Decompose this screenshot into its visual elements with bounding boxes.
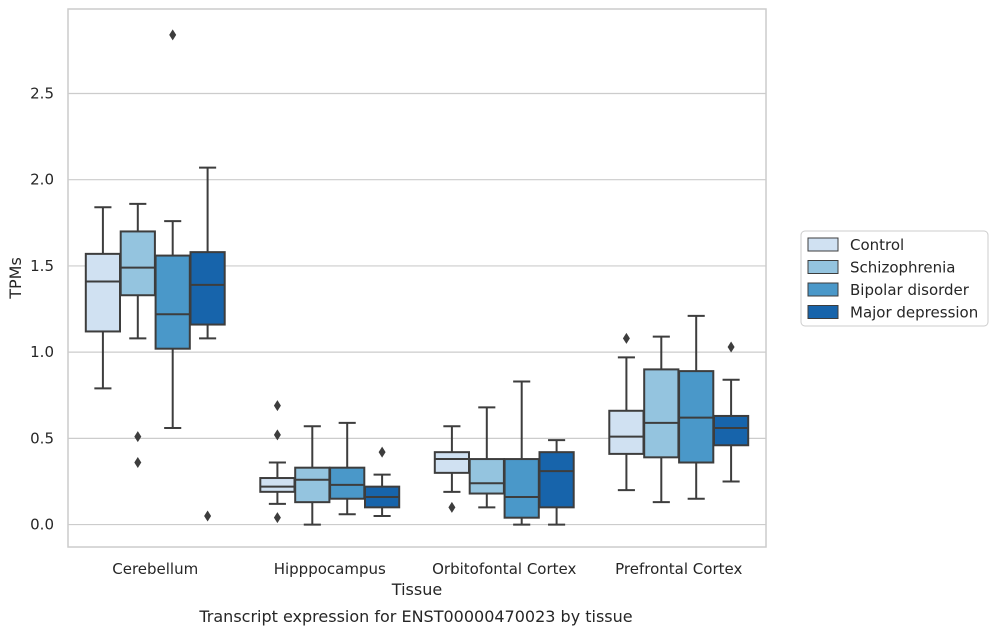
box-groups <box>84 29 750 526</box>
legend: Control Schizophrenia Bipolar disorder Majo… <box>800 230 989 327</box>
box-group <box>608 332 645 492</box>
legend-swatch <box>807 260 839 274</box>
outlier-point <box>378 446 386 458</box>
x-tick-label: Hipppocampus <box>274 560 386 578</box>
outlier-point <box>134 457 142 469</box>
x-tick-label: Prefrontal Cortex <box>615 560 742 578</box>
box-group <box>189 166 226 522</box>
outlier-point <box>204 510 212 522</box>
box <box>468 458 505 495</box>
outlier-point <box>273 429 281 441</box>
box <box>329 466 366 500</box>
box-group <box>119 202 156 469</box>
box-group <box>259 400 296 524</box>
outlier-point <box>727 341 735 353</box>
box <box>294 466 331 504</box>
box-group <box>433 425 471 513</box>
box-group <box>329 421 366 516</box>
box <box>643 368 680 459</box>
y-axis-title: TPMs <box>6 257 25 300</box>
legend-label: Bipolar disorder <box>850 281 970 299</box>
box-group <box>154 29 191 430</box>
outlier-point <box>448 501 456 513</box>
y-tick-label: 0.5 <box>30 429 54 447</box>
box-group <box>294 425 331 526</box>
box <box>84 252 122 333</box>
outlier-point <box>169 29 177 41</box>
box <box>608 409 645 455</box>
box-group <box>503 380 540 526</box>
outlier-point <box>622 332 630 344</box>
box-group <box>712 341 750 483</box>
x-axis-title: Tissue <box>391 580 442 599</box>
plot-frame <box>67 8 767 548</box>
y-tick-label: 2.0 <box>30 171 54 189</box>
box-group <box>538 439 575 526</box>
y-tick-label: 2.5 <box>30 84 54 102</box>
legend-label: Control <box>850 236 904 254</box>
box <box>538 451 575 509</box>
legend-label: Major depression <box>850 304 978 322</box>
legend-swatch <box>807 237 839 252</box>
y-tick-label: 0.0 <box>30 516 54 534</box>
y-tick-label: 1.0 <box>30 343 54 361</box>
y-tick-label: 1.5 <box>30 257 54 275</box>
box-group <box>84 206 122 390</box>
outlier-point <box>134 431 142 443</box>
box <box>259 477 296 493</box>
box-group <box>363 446 401 517</box>
box <box>433 451 471 474</box>
x-tick-label: Orbitofontal Cortex <box>432 560 576 578</box>
x-tick-label: Cerebellum <box>112 560 198 578</box>
legend-frame <box>800 230 989 327</box>
y-tick-labels: 0.0 0.5 1.0 1.5 2.0 2.5 <box>30 84 54 533</box>
box <box>503 458 540 519</box>
legend-swatch <box>807 282 839 297</box>
legend-label: Schizophrenia <box>850 259 955 277</box>
box-group <box>643 335 680 504</box>
outlier-point <box>273 512 281 524</box>
x-tick-labels: Cerebellum Hipppocampus Orbitofontal Corte… <box>112 560 742 578</box>
chart-caption: Transcript expression for ENST0000047002… <box>198 607 632 626</box>
outlier-point <box>273 400 281 412</box>
box <box>712 414 750 447</box>
box <box>189 251 226 326</box>
box-group <box>678 314 715 500</box>
box <box>154 254 191 350</box>
legend-swatch <box>807 305 839 319</box>
box-group <box>468 406 505 509</box>
box <box>119 230 156 297</box>
